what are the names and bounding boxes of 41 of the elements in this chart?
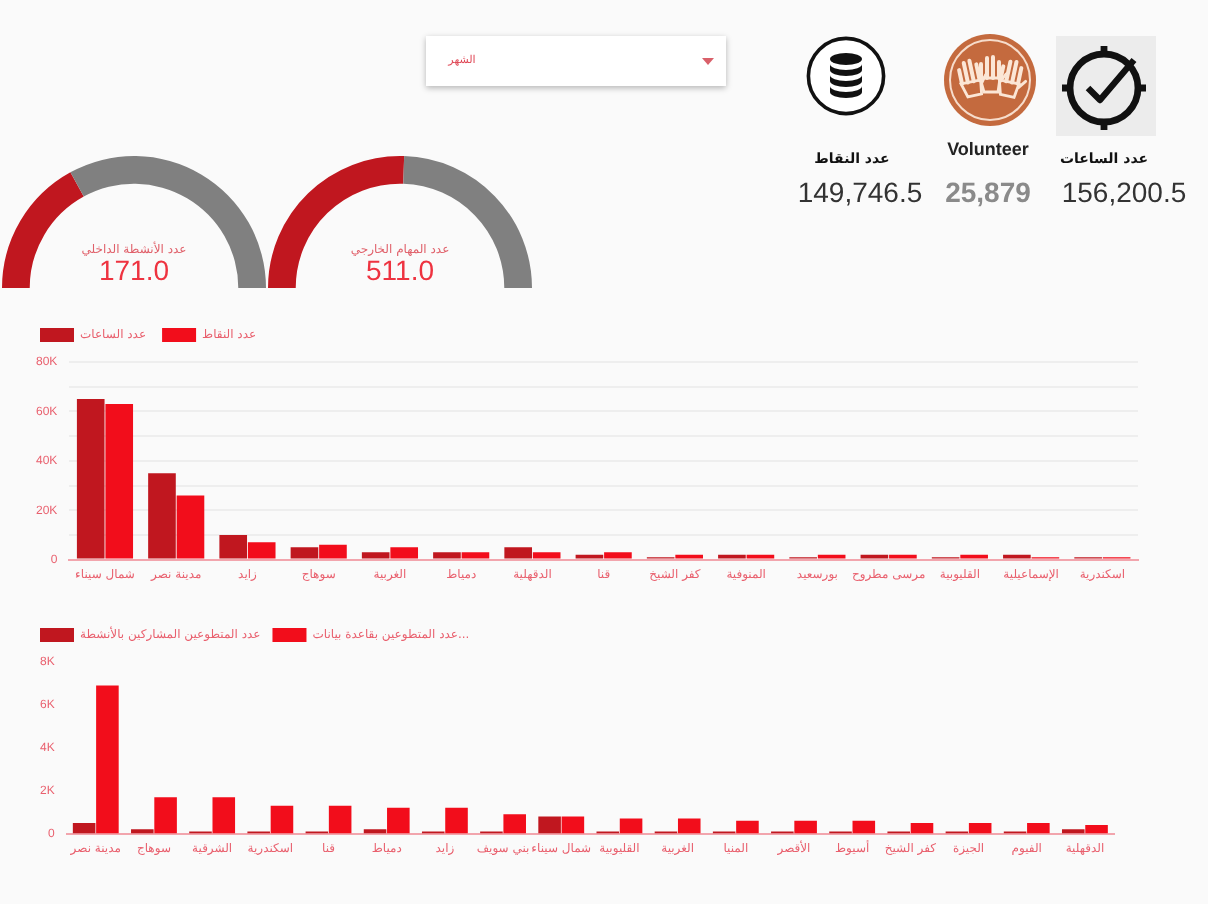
text: 156,200.5 xyxy=(1061,176,1187,208)
bar xyxy=(361,552,390,559)
bar xyxy=(72,822,96,834)
bar xyxy=(433,552,461,559)
text: 25,879 xyxy=(945,176,1031,208)
bar xyxy=(910,822,934,834)
bar xyxy=(604,552,632,559)
bar xyxy=(212,797,236,834)
bar xyxy=(96,685,119,834)
bar xyxy=(76,399,105,559)
bar xyxy=(794,820,817,834)
bar xyxy=(852,820,876,834)
text: 149,746.5 xyxy=(797,176,923,208)
bar xyxy=(154,797,177,834)
bar xyxy=(105,403,134,559)
bar xyxy=(619,818,643,834)
bar xyxy=(504,547,533,559)
text: 171.0 xyxy=(98,253,170,286)
bar xyxy=(1085,825,1108,834)
bar xyxy=(390,547,419,559)
bar xyxy=(247,542,276,559)
bar xyxy=(1027,822,1050,834)
bar xyxy=(538,816,561,834)
bar xyxy=(461,552,490,559)
bar xyxy=(532,552,561,559)
bar xyxy=(561,816,585,834)
bar xyxy=(176,495,205,559)
text: Volunteer xyxy=(947,139,1029,159)
bar xyxy=(270,805,294,834)
bar xyxy=(328,805,352,834)
bar xyxy=(148,473,176,559)
bar xyxy=(736,820,759,834)
bar xyxy=(319,544,347,559)
bar xyxy=(290,547,319,559)
bar xyxy=(968,822,992,834)
bar xyxy=(387,807,410,834)
bar xyxy=(445,807,468,834)
bar xyxy=(503,814,526,834)
bar xyxy=(219,534,248,559)
text: 511.0 xyxy=(366,253,435,286)
bar xyxy=(677,818,701,834)
